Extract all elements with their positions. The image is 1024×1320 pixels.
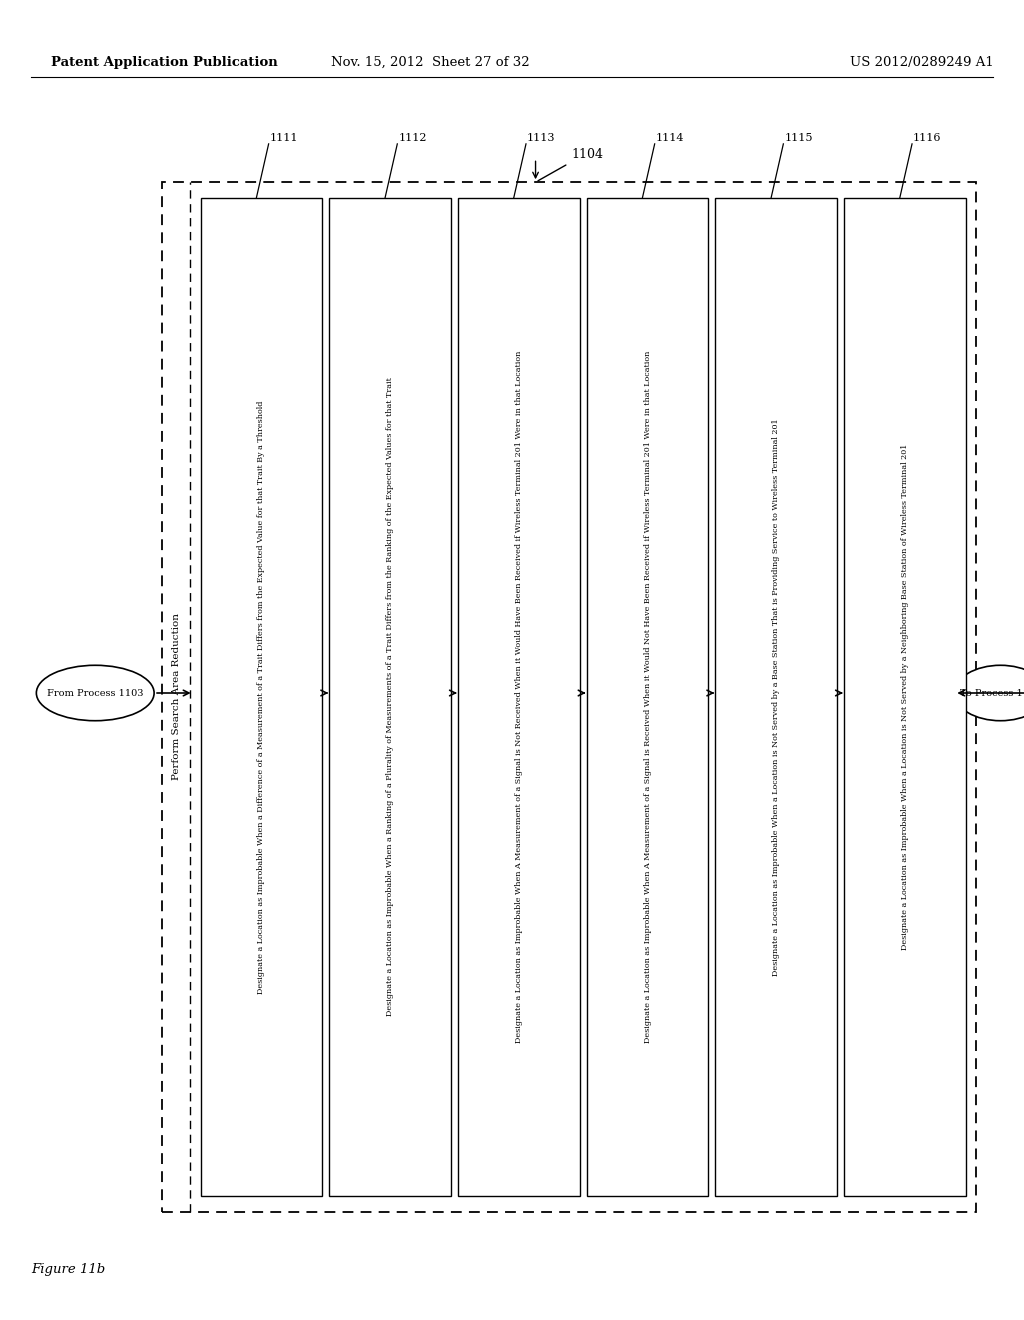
Text: Designate a Location as Improbable When a Difference of a Measurement of a Trait: Designate a Location as Improbable When … — [257, 400, 265, 994]
Text: Perform Search Area Reduction: Perform Search Area Reduction — [172, 614, 180, 780]
Text: Nov. 15, 2012  Sheet 27 of 32: Nov. 15, 2012 Sheet 27 of 32 — [331, 55, 529, 69]
Text: From Process 1103: From Process 1103 — [47, 689, 143, 697]
Text: Designate a Location as Improbable When a Ranking of a Plurality of Measurements: Designate a Location as Improbable When … — [386, 378, 394, 1016]
Text: US 2012/0289249 A1: US 2012/0289249 A1 — [850, 55, 993, 69]
Text: 1114: 1114 — [655, 132, 684, 143]
Bar — [458, 198, 580, 1196]
Text: Designate a Location as Improbable When A Measurement of a Signal is Not Receive: Designate a Location as Improbable When … — [515, 351, 523, 1043]
Ellipse shape — [37, 665, 154, 721]
Text: 1116: 1116 — [913, 132, 941, 143]
Bar — [330, 198, 451, 1196]
Text: 1112: 1112 — [398, 132, 427, 143]
Text: Patent Application Publication: Patent Application Publication — [51, 55, 278, 69]
Text: Figure 11b: Figure 11b — [31, 1263, 105, 1276]
Bar — [587, 198, 709, 1196]
Bar — [201, 198, 323, 1196]
Text: 1113: 1113 — [527, 132, 555, 143]
Bar — [844, 198, 966, 1196]
Text: Designate a Location as Improbable When A Measurement of a Signal is Received Wh: Designate a Location as Improbable When … — [643, 351, 651, 1043]
Bar — [162, 182, 976, 1212]
Text: 1115: 1115 — [784, 132, 813, 143]
Bar — [716, 198, 837, 1196]
Text: 1104: 1104 — [571, 148, 603, 161]
Text: 1111: 1111 — [269, 132, 298, 143]
Ellipse shape — [954, 665, 1024, 721]
Text: Designate a Location as Improbable When a Location is Not Served by a Base Stati: Designate a Location as Improbable When … — [772, 418, 780, 975]
Text: Designate a Location as Improbable When a Location is Not Served by a Neighborin: Designate a Location as Improbable When … — [901, 444, 909, 950]
Text: To Process 1105: To Process 1105 — [959, 689, 1024, 697]
